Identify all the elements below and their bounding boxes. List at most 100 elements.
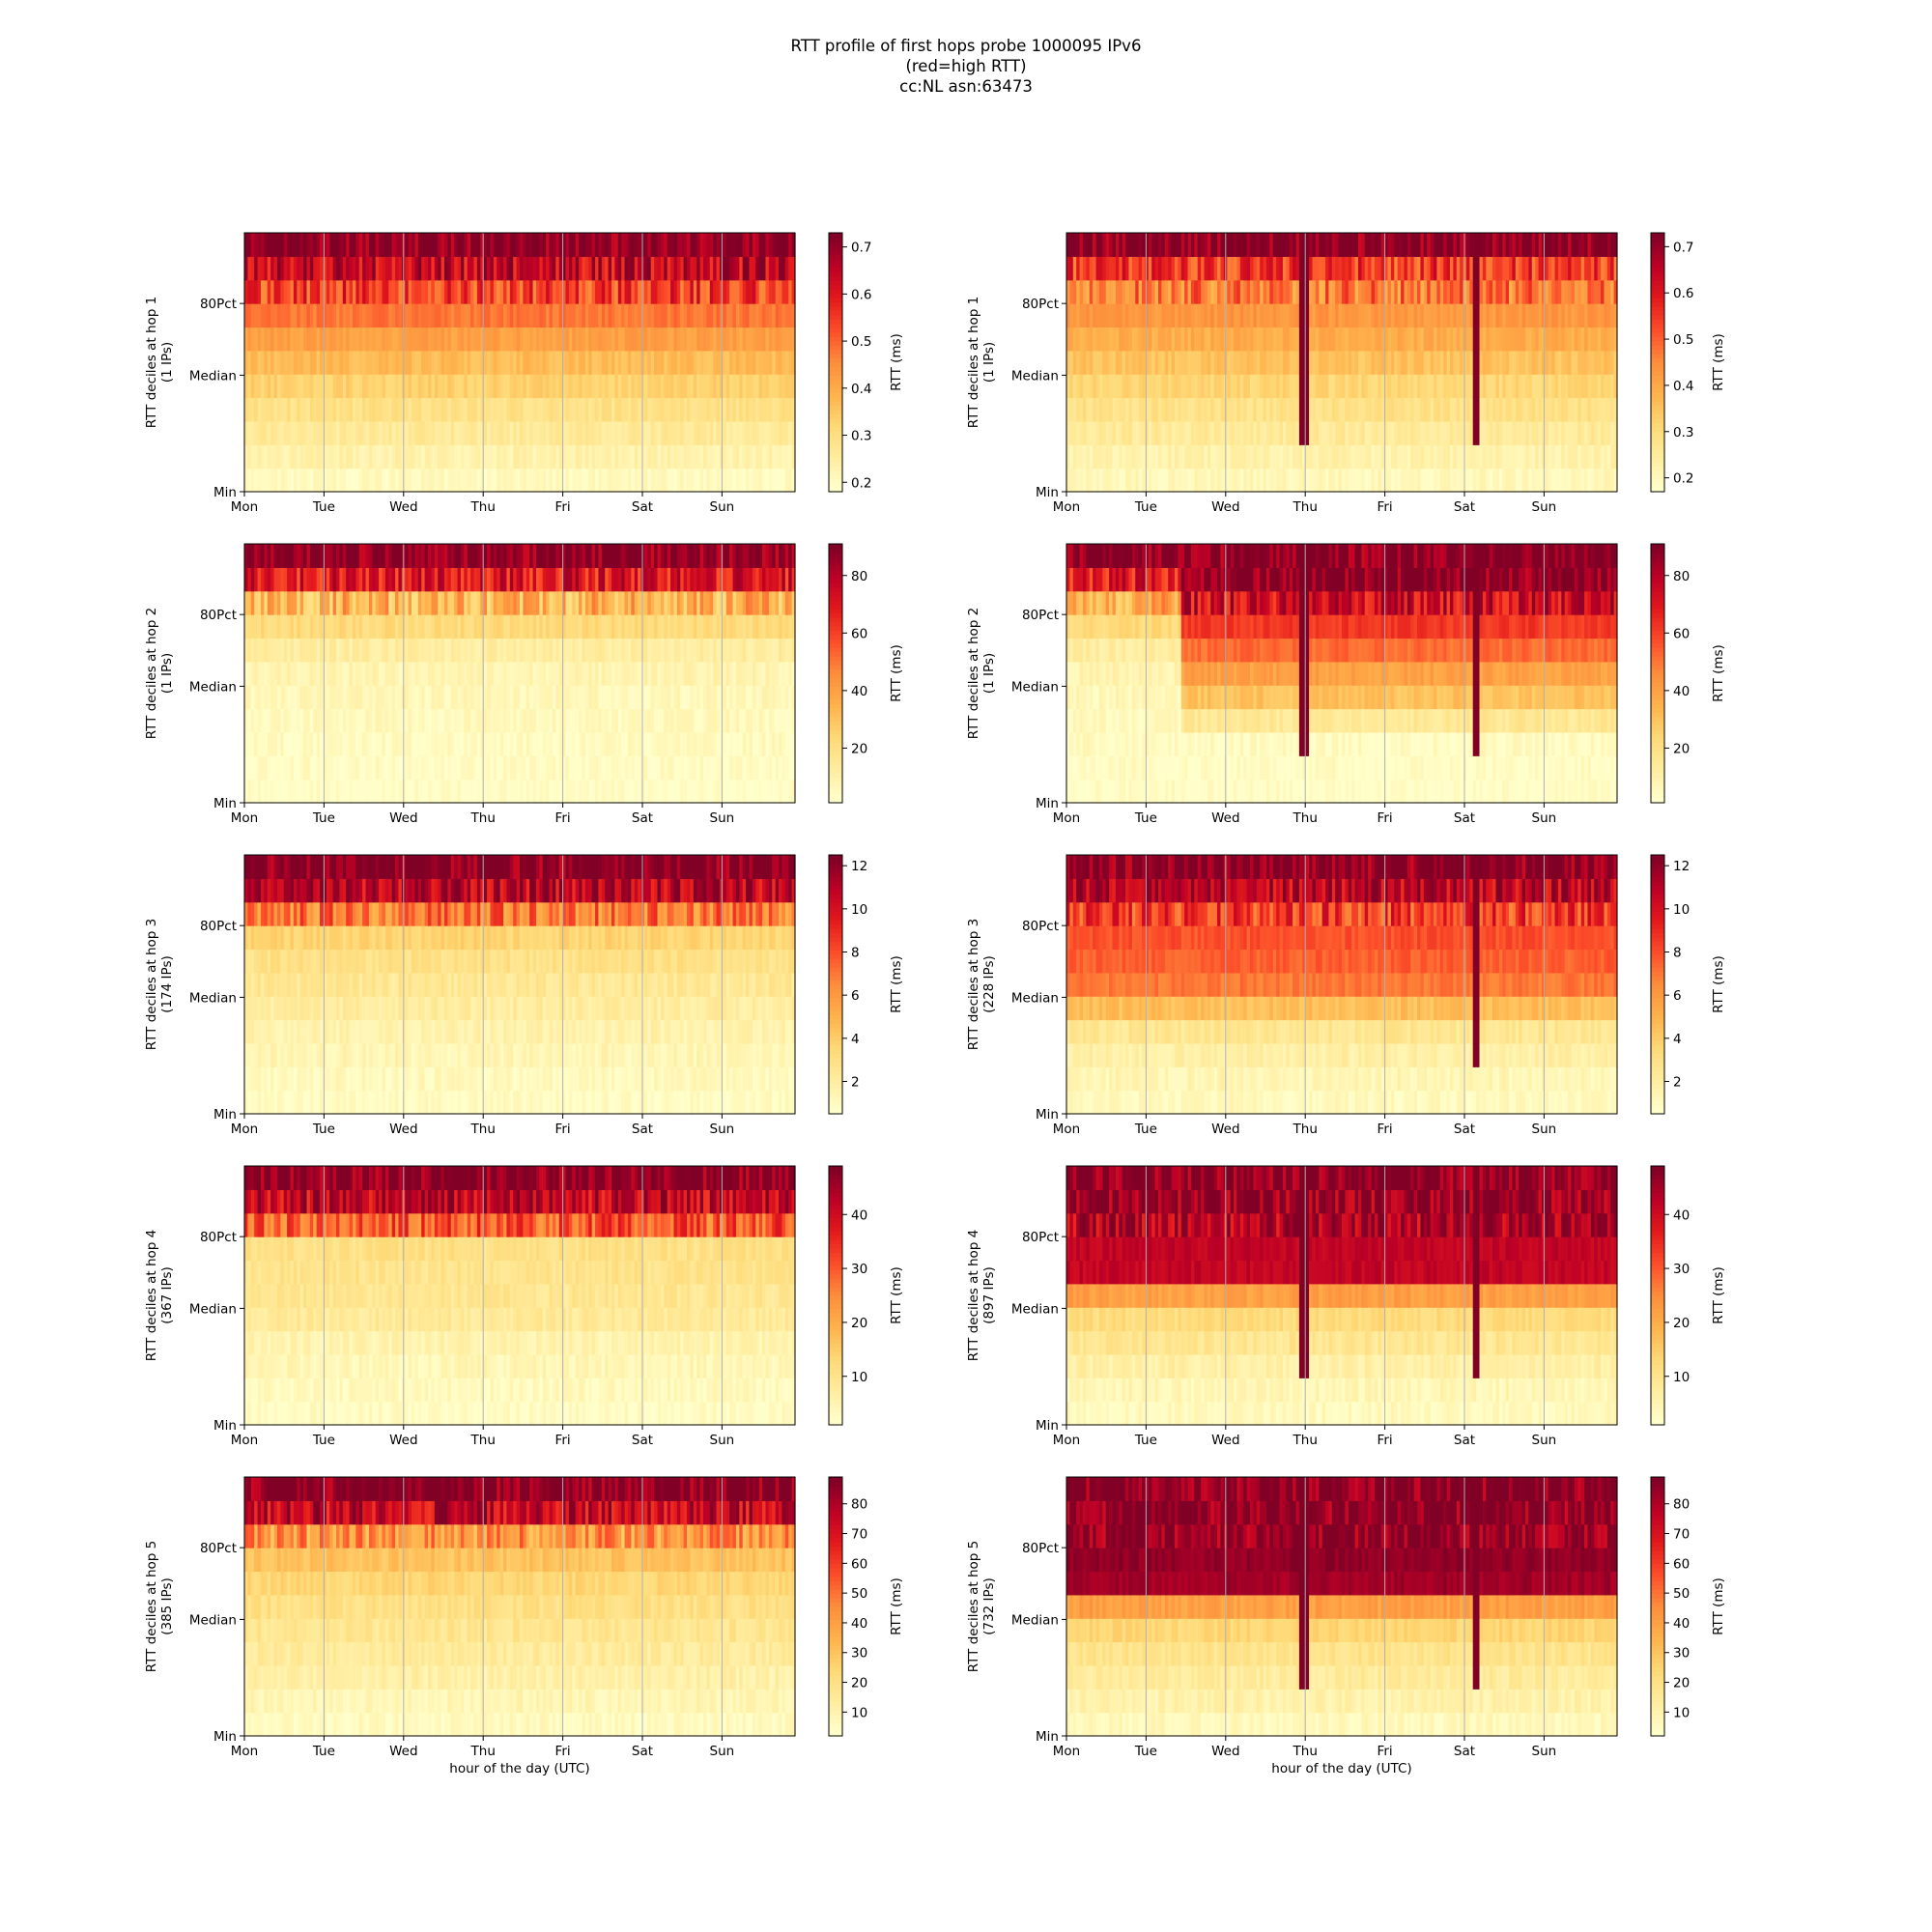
heatmap-cell bbox=[270, 256, 274, 280]
heatmap-cell bbox=[1151, 256, 1155, 280]
heatmap-cell bbox=[605, 233, 609, 257]
heatmap-cell bbox=[1506, 303, 1510, 327]
heatmap-cell bbox=[614, 351, 618, 375]
heatmap-cell bbox=[329, 685, 333, 709]
heatmap-cell bbox=[284, 755, 288, 780]
heatmap-cell bbox=[1460, 280, 1463, 304]
colorbar-segment bbox=[829, 388, 842, 393]
colorbar-segment bbox=[1651, 242, 1664, 246]
heatmap-cell bbox=[294, 638, 298, 662]
heatmap-cell bbox=[1093, 469, 1096, 493]
heatmap-cell bbox=[1312, 469, 1316, 493]
heatmap-cell bbox=[270, 421, 274, 445]
heatmap-cell bbox=[1610, 233, 1614, 257]
heatmap-cell bbox=[673, 469, 677, 493]
heatmap-cell bbox=[1106, 374, 1110, 398]
colorbar-segment bbox=[829, 384, 842, 388]
heatmap-cell bbox=[1450, 256, 1454, 280]
heatmap-cell bbox=[1184, 469, 1188, 493]
heatmap-cell bbox=[339, 544, 343, 568]
heatmap-cell bbox=[1460, 327, 1463, 351]
heatmap-cell bbox=[1483, 421, 1487, 445]
heatmap-cell bbox=[1299, 444, 1303, 469]
heatmap-cell bbox=[1427, 303, 1431, 327]
heatmap-cell bbox=[1220, 280, 1224, 304]
heatmap-cell bbox=[1598, 327, 1602, 351]
heatmap-cell bbox=[500, 374, 504, 398]
heatmap-cell bbox=[628, 421, 632, 445]
heatmap-cell bbox=[1290, 233, 1293, 257]
heatmap-cell bbox=[1427, 469, 1431, 493]
heatmap-cell bbox=[638, 374, 641, 398]
heatmap-cell bbox=[444, 591, 448, 615]
heatmap-cell bbox=[490, 780, 494, 804]
heatmap-cell bbox=[673, 327, 677, 351]
colorbar-segment bbox=[1651, 414, 1664, 419]
heatmap-cell bbox=[776, 256, 780, 280]
heatmap-cell bbox=[1483, 256, 1487, 280]
heatmap-cell bbox=[294, 662, 298, 686]
colorbar-segment bbox=[829, 245, 842, 250]
heatmap-cell bbox=[765, 351, 769, 375]
colorbar-segment bbox=[1651, 388, 1664, 393]
heatmap-cell bbox=[362, 732, 366, 756]
heatmap-cell bbox=[1519, 398, 1522, 422]
heatmap-cell bbox=[270, 233, 274, 257]
colorbar-segment bbox=[829, 298, 842, 302]
heatmap-cell bbox=[638, 444, 641, 469]
heatmap-cell bbox=[353, 755, 356, 780]
heatmap-cell bbox=[1322, 444, 1326, 469]
heatmap-cell bbox=[468, 421, 471, 445]
heatmap-cell bbox=[1610, 398, 1614, 422]
heatmap-cell bbox=[1290, 469, 1293, 493]
heatmap-cell bbox=[523, 303, 526, 327]
heatmap-cell bbox=[1610, 444, 1614, 469]
heatmap-cell bbox=[1528, 256, 1532, 280]
heatmap-cell bbox=[1151, 351, 1155, 375]
colorbar-segment bbox=[1651, 366, 1664, 371]
heatmap-cell bbox=[353, 256, 356, 280]
heatmap-cell bbox=[444, 398, 448, 422]
heatmap-cell bbox=[385, 421, 389, 445]
heatmap-cell bbox=[743, 421, 747, 445]
heatmap-cell bbox=[317, 469, 321, 493]
heatmap-cell bbox=[729, 327, 733, 351]
x-tick-label: Wed bbox=[1211, 499, 1239, 515]
heatmap-cell bbox=[306, 591, 310, 615]
heatmap-cell bbox=[523, 374, 526, 398]
heatmap-cell bbox=[651, 469, 655, 493]
heatmap-cell bbox=[376, 591, 380, 615]
heatmap-cell bbox=[306, 303, 310, 327]
heatmap-cell bbox=[247, 709, 251, 733]
heatmap-cell bbox=[270, 732, 274, 756]
heatmap-cell bbox=[546, 444, 550, 469]
heatmap-cell bbox=[1069, 469, 1073, 493]
heatmap-cell bbox=[376, 374, 380, 398]
heatmap-cell bbox=[743, 374, 747, 398]
heatmap-cell bbox=[398, 638, 402, 662]
heatmap-cell bbox=[628, 327, 632, 351]
heatmap-cell bbox=[329, 591, 333, 615]
heatmap-cell bbox=[1266, 256, 1270, 280]
heatmap-cell bbox=[513, 421, 517, 445]
colorbar-segment bbox=[829, 436, 842, 440]
heatmap-cell bbox=[1368, 280, 1372, 304]
heatmap-cell bbox=[339, 709, 343, 733]
heatmap-cell bbox=[1506, 327, 1510, 351]
heatmap-cell bbox=[490, 591, 494, 615]
heatmap-cell bbox=[247, 256, 251, 280]
heatmap-cell bbox=[696, 303, 700, 327]
heatmap-cell bbox=[776, 374, 780, 398]
heatmap-cell bbox=[1519, 351, 1522, 375]
heatmap-cell bbox=[1565, 280, 1569, 304]
x-tick-label: Mon bbox=[1053, 499, 1080, 515]
colorbar-segment bbox=[829, 289, 842, 294]
heatmap-cell bbox=[421, 591, 425, 615]
colorbar-segment bbox=[829, 263, 842, 268]
heatmap-cell bbox=[261, 421, 265, 445]
heatmap-cell bbox=[1161, 303, 1165, 327]
heatmap-cell bbox=[431, 614, 435, 639]
heatmap-cell bbox=[1069, 374, 1073, 398]
heatmap-cell bbox=[294, 567, 298, 591]
heatmap-cell bbox=[1551, 398, 1555, 422]
